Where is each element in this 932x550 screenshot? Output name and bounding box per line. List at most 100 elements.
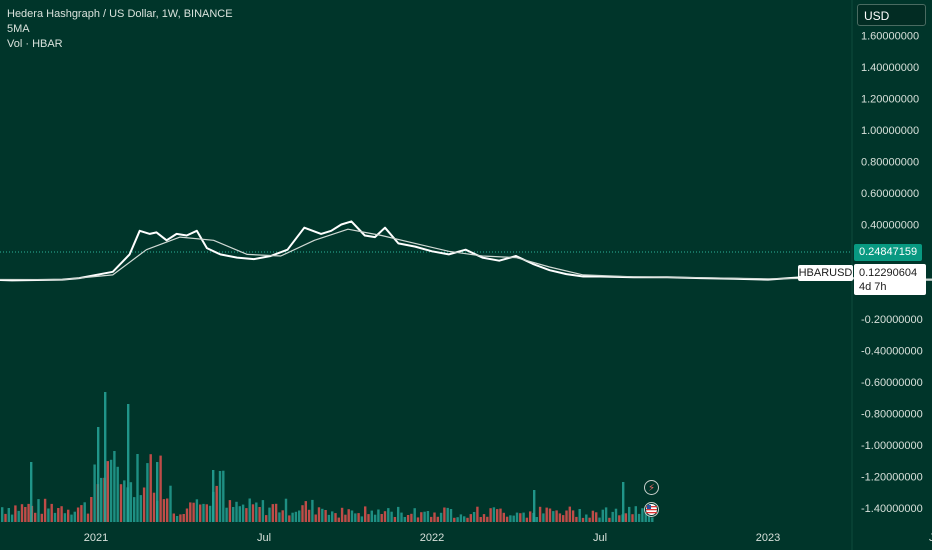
time-tick-label: 2023: [756, 532, 780, 544]
volume-bar: [357, 513, 360, 522]
price-tick-label: 0.60000000: [861, 188, 919, 200]
time-axis: Jul2021Jul2022Jul2023Jul2024Jul2025Jul: [84, 532, 932, 544]
volume-bar: [562, 515, 565, 522]
volume-bar: [172, 513, 175, 522]
volume-bar: [585, 514, 588, 522]
volume-bar: [127, 404, 130, 522]
volume-bar: [258, 507, 261, 522]
symbol-tag: HBARUSD: [798, 265, 853, 281]
volume-bar: [337, 517, 340, 522]
price-tick-label: -0.60000000: [861, 377, 923, 389]
volume-bar: [380, 514, 383, 522]
currency-button[interactable]: USD: [857, 4, 926, 26]
ma-indicator-label[interactable]: 5MA: [7, 23, 30, 35]
volume-bar: [515, 512, 519, 522]
volume-bar: [628, 506, 631, 522]
volume-bar: [192, 502, 195, 522]
volume-bar: [618, 515, 621, 522]
volume-bar: [50, 503, 53, 522]
volume-bar: [116, 466, 119, 522]
volume-bar: [30, 462, 33, 522]
volume-bar: [406, 515, 410, 522]
volume-bar: [595, 512, 598, 522]
volume-bar: [502, 512, 505, 522]
volume-bar: [436, 516, 439, 522]
volume-bar: [47, 508, 50, 522]
volume-bar: [350, 510, 354, 522]
volume-bar: [499, 508, 502, 522]
us-flag-event-icon[interactable]: [644, 502, 659, 517]
volume-bar: [476, 506, 479, 522]
volume-bar: [80, 505, 83, 522]
volume-bar: [307, 509, 311, 522]
ma-price-tag: 0.24847159: [854, 244, 922, 261]
volume-bar: [142, 487, 146, 522]
bar-countdown: 4d 7h: [859, 281, 887, 293]
volume-bar: [486, 516, 489, 522]
volume-bar: [232, 507, 235, 522]
volume-bar: [453, 517, 456, 522]
volume-bar: [67, 509, 70, 522]
volume-bar: [109, 459, 113, 522]
volume-bar: [360, 516, 364, 522]
volume-bar: [123, 480, 126, 522]
volume-bar: [261, 500, 265, 522]
price-tick-label: 1.20000000: [861, 94, 919, 106]
volume-bar: [20, 504, 24, 522]
volume-bar: [558, 513, 562, 522]
volume-indicator-label[interactable]: Vol · HBAR: [7, 38, 63, 50]
volume-bar: [614, 508, 618, 522]
volume-bar: [215, 485, 218, 522]
volume-bar: [304, 501, 307, 522]
volume-bar: [568, 506, 571, 522]
volume-bar: [202, 503, 205, 522]
volume-bar: [354, 513, 357, 522]
volume-bar: [552, 511, 555, 522]
volume-bar: [321, 508, 324, 522]
price-line: [0, 220, 932, 282]
volume-bar: [496, 509, 499, 522]
lightning-event-icon[interactable]: ⚡: [644, 480, 659, 495]
volume-bar: [410, 513, 413, 522]
symbol-title[interactable]: Hedera Hashgraph / US Dollar, 1W, BINANC…: [7, 8, 233, 20]
volume-bar: [119, 484, 123, 522]
volume-bar: [14, 505, 17, 522]
volume-bar: [423, 511, 426, 522]
volume-bar: [100, 477, 103, 522]
volume-bar: [489, 508, 492, 522]
volume-bar: [390, 511, 393, 522]
volume-bar: [555, 510, 558, 522]
volume-bar: [281, 510, 284, 522]
volume-bar: [439, 512, 443, 522]
price-tick-label: -1.20000000: [861, 472, 923, 484]
volume-bar: [413, 508, 416, 522]
volume-bar: [271, 504, 274, 522]
volume-bar: [545, 507, 548, 522]
volume-bar: [588, 517, 591, 522]
volume-bar: [4, 513, 7, 522]
volume-bar: [443, 507, 446, 522]
volume-bar: [235, 501, 238, 522]
volume-bar: [241, 504, 245, 522]
volume-bar: [10, 514, 14, 522]
volume-bar: [83, 502, 86, 522]
volume-bar: [63, 513, 67, 522]
volume-bar: [228, 500, 232, 522]
volume-bar: [291, 512, 294, 522]
volume-bar: [159, 455, 162, 522]
volume-bar: [104, 392, 107, 522]
volume-bar: [622, 482, 625, 522]
volume-bar: [288, 515, 291, 522]
price-tick-label: -1.00000000: [861, 440, 923, 452]
volume-bar: [53, 512, 57, 522]
volume-bar: [152, 492, 156, 522]
volume-bar: [268, 507, 271, 522]
volume-bar: [311, 499, 314, 522]
volume-bar: [162, 499, 166, 522]
price-tick-label: -0.80000000: [861, 409, 923, 421]
volume-bar: [136, 454, 139, 522]
volume-bar: [166, 498, 169, 522]
time-tick-label: Jul: [257, 532, 271, 544]
volume-bar: [139, 495, 142, 522]
